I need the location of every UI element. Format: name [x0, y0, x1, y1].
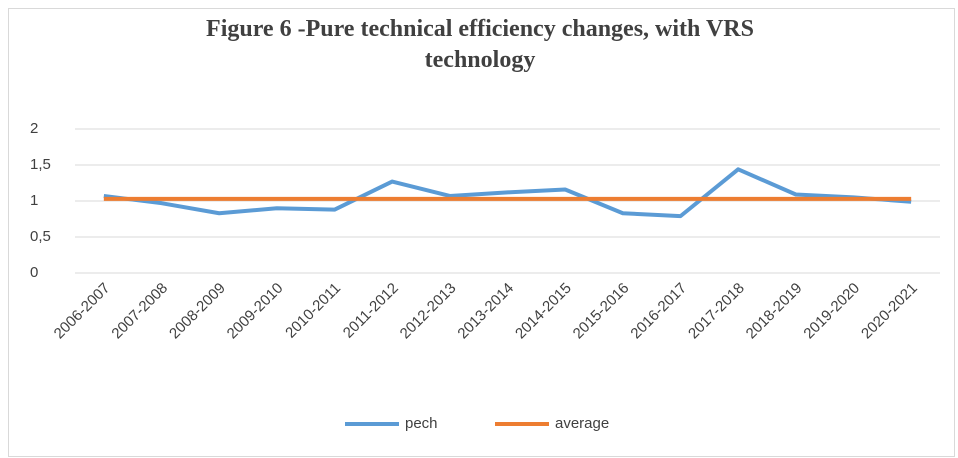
y-tick-label: 1 — [30, 192, 38, 209]
legend-label: average — [555, 415, 609, 432]
x-tick-label: 2008-2009 — [166, 280, 229, 343]
line-series — [103, 167, 912, 219]
y-tick-label: 1,5 — [30, 156, 51, 173]
x-tick-label: 2009-2010 — [224, 280, 287, 343]
legend-label: pech — [405, 415, 438, 432]
x-tick-label: 2018-2019 — [743, 280, 806, 343]
x-tick-label: 2014-2015 — [512, 280, 575, 343]
chart-border — [8, 8, 955, 457]
x-tick-label: 2017-2018 — [685, 280, 748, 343]
chart-title: Figure 6 -Pure technical efficiency chan… — [206, 16, 754, 73]
x-tick-label: 2015-2016 — [570, 280, 633, 343]
x-tick-label: 2006-2007 — [51, 280, 114, 343]
y-tick-label: 0,5 — [30, 228, 51, 245]
x-tick-label: 2016-2017 — [627, 280, 690, 343]
x-tick-label: 2010-2011 — [282, 280, 344, 342]
y-tick-label: 0 — [30, 264, 38, 281]
x-tick-label: 2012-2013 — [397, 280, 460, 343]
x-tick-label: 2019-2020 — [800, 280, 863, 343]
y-tick-label: 2 — [30, 120, 38, 137]
x-tick-label: 2013-2014 — [454, 280, 517, 343]
x-tick-label: 2007-2008 — [108, 280, 171, 343]
x-tick-label: 2011-2012 — [340, 280, 402, 342]
x-tick-label: 2020-2021 — [858, 280, 921, 343]
